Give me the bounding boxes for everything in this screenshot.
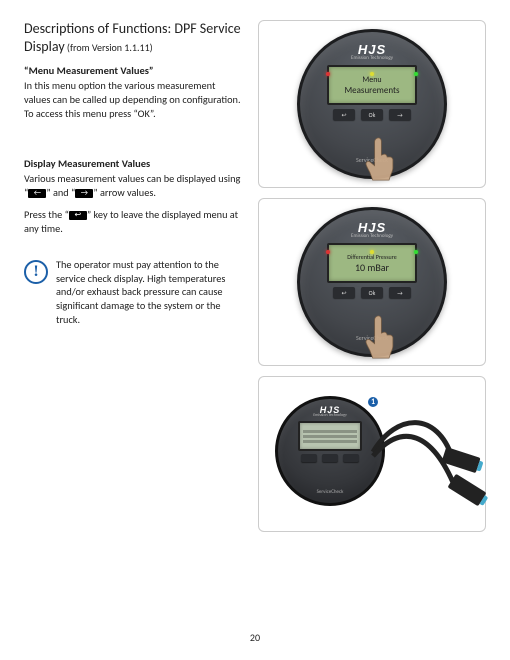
- button-row: ↩ Ok →: [300, 109, 444, 120]
- operator-note: ! The operator must pay attention to the…: [24, 258, 244, 327]
- left-arrow-icon: ←: [28, 189, 46, 198]
- forward-button: →: [389, 109, 411, 120]
- note-text: The operator must pay attention to the s…: [56, 258, 244, 327]
- figure-device-cable: HJS Emission Technology ServiceCheck: [258, 376, 486, 532]
- brand-label: HJS Emission Technology: [300, 32, 444, 61]
- gauge-screen-2: Differential Pressure 10 mBar: [327, 243, 417, 283]
- hand-icon: [359, 134, 401, 182]
- right-arrow-icon: →: [75, 189, 93, 198]
- back-button: ↩: [333, 109, 355, 120]
- section1-heading: “Menu Measurement Values”: [24, 64, 244, 77]
- section2-body2: Press the “↩” key to leave the displayed…: [24, 208, 244, 236]
- led-red: [326, 72, 330, 76]
- ok-button: Ok: [361, 109, 383, 120]
- back-arrow-icon: ↩: [69, 211, 87, 220]
- title-version: (from Version 1.1.11): [65, 41, 153, 54]
- gauge-screen-1: Menu Measurements: [327, 65, 417, 105]
- page-number: 20: [0, 631, 510, 644]
- cable-assembly: [367, 402, 487, 522]
- led-row: [300, 72, 444, 76]
- gauge-screen-3: [298, 421, 362, 451]
- gauge-device-2: HJS Emission Technology Differential Pre…: [297, 207, 447, 357]
- page-content: Descriptions of Functions: DPF Service D…: [24, 20, 486, 542]
- figure-pressure-screen: HJS Emission Technology Differential Pre…: [258, 198, 486, 366]
- section2-body1: Various measurement values can be displa…: [24, 172, 244, 200]
- section1-body: In this menu option the various measurem…: [24, 79, 244, 121]
- right-column: HJS Emission Technology Menu Measurement…: [258, 20, 486, 542]
- section-display-values: Display Measurement Values Various measu…: [24, 157, 244, 236]
- gauge-device-1: HJS Emission Technology Menu Measurement…: [297, 29, 447, 179]
- left-column: Descriptions of Functions: DPF Service D…: [24, 20, 244, 542]
- figure-menu-screen: HJS Emission Technology Menu Measurement…: [258, 20, 486, 188]
- hand-icon: [359, 312, 401, 360]
- led-yellow: [370, 72, 374, 76]
- section-menu-values: “Menu Measurement Values” In this menu o…: [24, 64, 244, 121]
- alert-icon: !: [24, 260, 48, 284]
- led-green: [414, 72, 418, 76]
- page-title: Descriptions of Functions: DPF Service D…: [24, 20, 244, 56]
- section2-heading: Display Measurement Values: [24, 157, 244, 170]
